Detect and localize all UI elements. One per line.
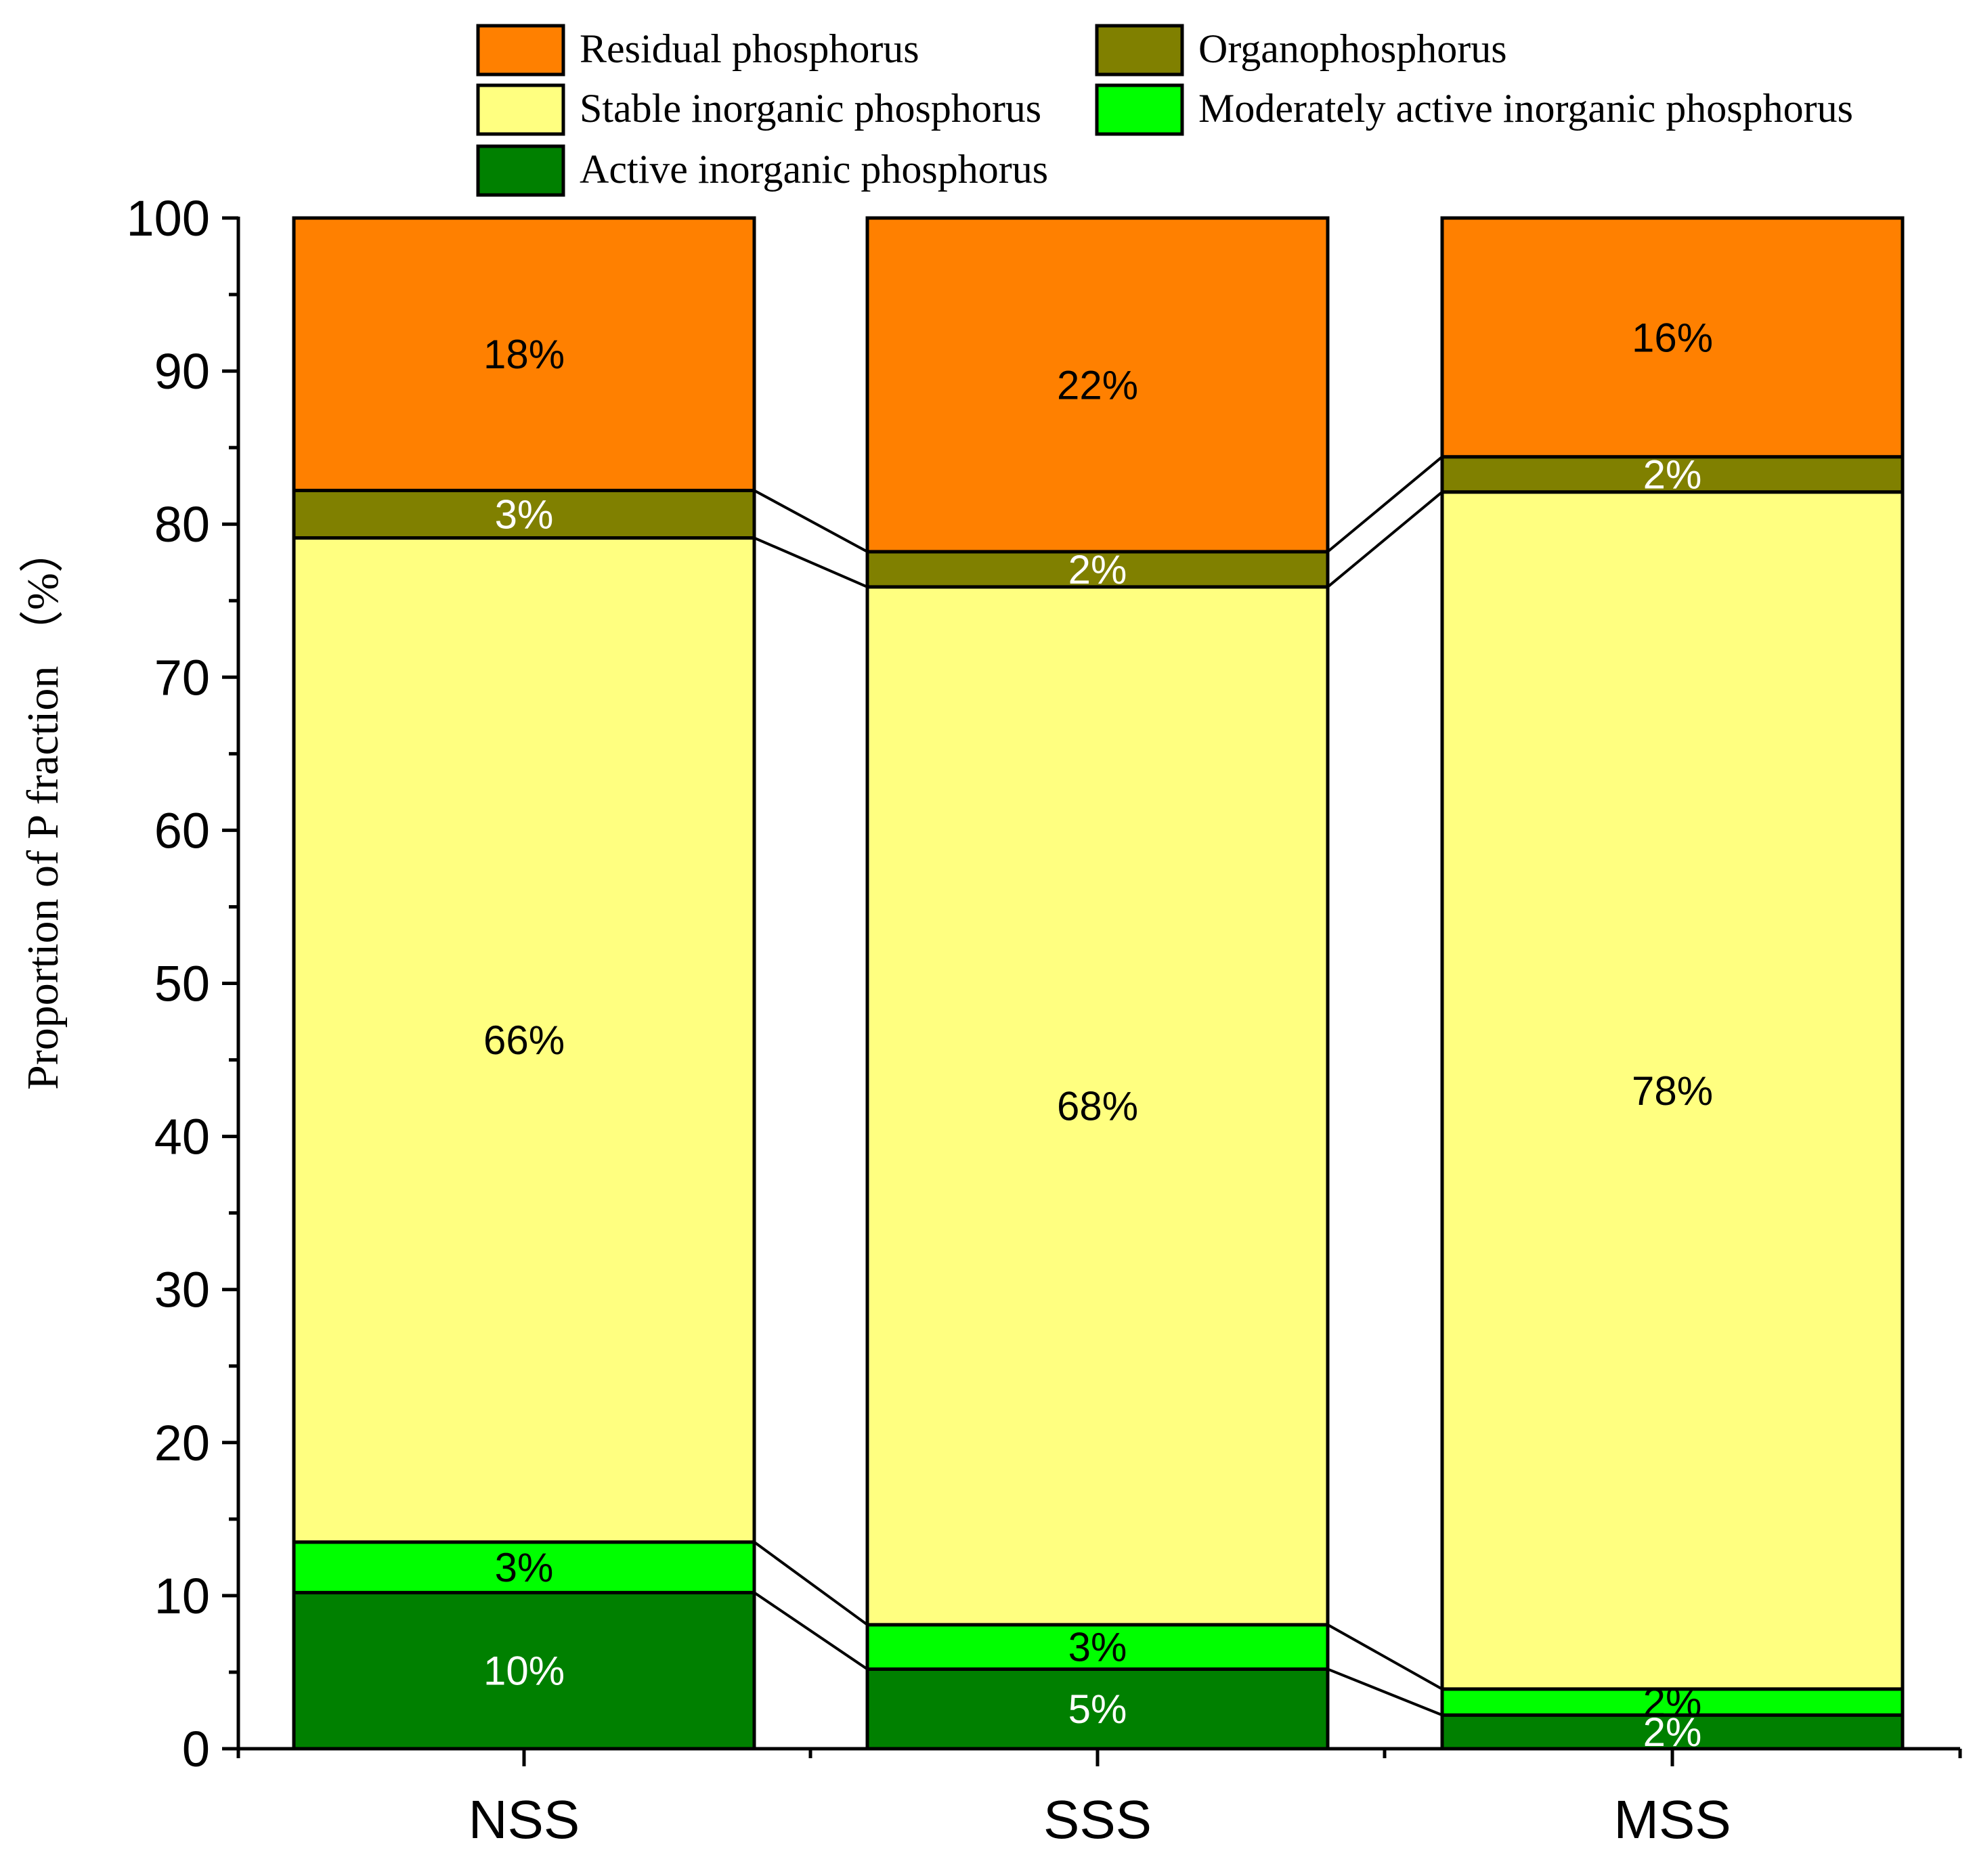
y-tick-label: 50: [154, 956, 210, 1012]
legend-label: Organophosphorus: [1198, 26, 1507, 71]
data-label: 68%: [1057, 1083, 1138, 1129]
data-label: 22%: [1057, 362, 1138, 408]
y-tick-label: 0: [182, 1721, 210, 1777]
y-tick-label: 20: [154, 1415, 210, 1471]
legend-swatch: [476, 83, 565, 136]
segment-labels: 10%3%66%3%18%5%3%68%2%22%2%2%78%2%16%: [483, 315, 1713, 1755]
legend-swatch: [1095, 24, 1184, 77]
data-label: 18%: [483, 332, 565, 377]
bar-segment-nss-stable-inorganic-phosphorus: [292, 536, 756, 1544]
bars: [292, 216, 1905, 1751]
bar-segment-sss-organophosphorus: [865, 550, 1330, 589]
legend: Residual phosphorus Organophosphorus Stabl…: [476, 24, 1853, 197]
data-label: 2%: [1643, 452, 1702, 498]
connector-line: [754, 489, 868, 553]
data-label: 2%: [1643, 1680, 1702, 1725]
data-label: 10%: [483, 1649, 565, 1694]
connector-lines: [753, 456, 1444, 1717]
data-label: 16%: [1632, 315, 1713, 360]
connector-line: [753, 1591, 869, 1671]
legend-label: Stable inorganic phosphorus: [580, 86, 1041, 131]
legend-item-residual-phosphorus: Residual phosphorus: [476, 24, 919, 77]
x-tick-label-sss: SSS: [1043, 1789, 1152, 1850]
y-tick-label: 10: [154, 1568, 210, 1624]
connector-line: [1327, 1667, 1443, 1717]
y-tick-label: 60: [154, 802, 210, 858]
legend-swatch: [1095, 83, 1184, 136]
x-tick-label-mss: MSS: [1613, 1789, 1731, 1850]
data-label: 3%: [495, 492, 554, 538]
legend-item-moderately-active-inorganic-phosphorus: Moderately active inorganic phosphorus: [1095, 83, 1853, 136]
connector-line: [1326, 491, 1444, 588]
legend-swatch: [476, 144, 565, 197]
y-tick-label: 80: [154, 496, 210, 552]
bar-segment-sss-residual-phosphorus: [865, 216, 1330, 554]
y-tick-label: 90: [154, 343, 210, 399]
bar-segment-mss-stable-inorganic-phosphorus: [1440, 490, 1905, 1691]
legend-label: Moderately active inorganic phosphorus: [1198, 86, 1853, 131]
y-tick-label: 100: [127, 190, 210, 246]
y-tick-label: 30: [154, 1262, 210, 1318]
connector-line: [753, 1541, 869, 1626]
legend-label: Active inorganic phosphorus: [580, 147, 1048, 192]
connector-line: [1327, 1623, 1443, 1690]
bar-segment-nss-residual-phosphorus: [292, 216, 756, 492]
axes: 0 10 20 30 40 50 60 70 80 90 100 NSS SSS MSS: [127, 190, 1962, 1850]
connector-line: [1326, 456, 1444, 553]
connector-line: [754, 536, 868, 588]
data-label: 5%: [1068, 1686, 1127, 1732]
legend-item-active-inorganic-phosphorus: Active inorganic phosphorus: [476, 144, 1048, 197]
bar-segment-mss-residual-phosphorus: [1440, 216, 1905, 459]
legend-item-organophosphorus: Organophosphorus: [1095, 24, 1507, 77]
x-tick-label-nss: NSS: [469, 1789, 580, 1850]
y-axis-label: Proportion of P fraction （%）: [18, 528, 68, 1090]
bar-segment-nss-active-inorganic-phosphorus: [292, 1590, 756, 1751]
legend-swatch: [476, 24, 565, 77]
legend-label: Residual phosphorus: [580, 26, 919, 71]
legend-item-stable-inorganic-phosphorus: Stable inorganic phosphorus: [476, 83, 1041, 136]
bar-segment-nss-moderately-active-inorganic-phosphorus: [292, 1540, 756, 1594]
y-tick-label: 70: [154, 649, 210, 705]
data-label: 78%: [1632, 1068, 1713, 1114]
data-label: 2%: [1068, 547, 1127, 592]
data-label: 3%: [495, 1545, 554, 1590]
data-label: 66%: [483, 1018, 565, 1063]
bar-segment-sss-stable-inorganic-phosphorus: [865, 585, 1330, 1627]
data-label: 3%: [1068, 1625, 1127, 1670]
y-tick-label: 40: [154, 1109, 210, 1165]
